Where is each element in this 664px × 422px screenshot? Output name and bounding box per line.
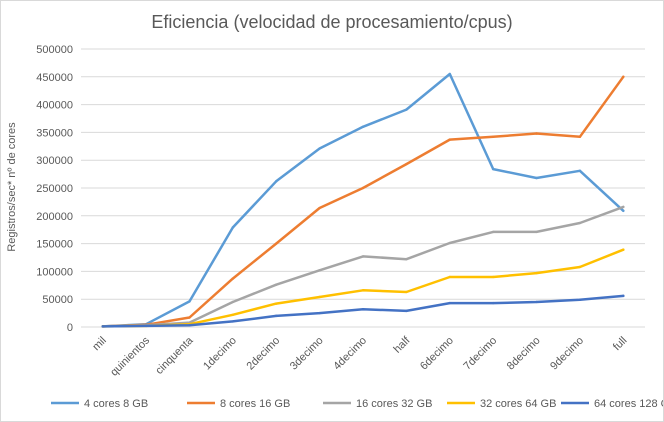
data-point (145, 325, 147, 327)
data-point (449, 276, 451, 278)
data-point (405, 310, 407, 312)
x-tick-label: half (391, 334, 413, 356)
x-tick-label: cinquenta (153, 334, 196, 377)
data-point (535, 272, 537, 274)
data-point (622, 295, 624, 297)
y-tick-label: 50000 (42, 294, 73, 306)
data-point (318, 296, 320, 298)
data-point (405, 163, 407, 165)
data-point (232, 320, 234, 322)
y-tick-label: 200000 (36, 211, 73, 223)
x-tick-label: 8decimo (505, 335, 543, 373)
data-point (622, 210, 624, 212)
data-point (449, 138, 451, 140)
x-axis-ticks: mil quinientos cinquenta 1decimo 2decimo 3dec… (90, 334, 629, 379)
data-point (275, 302, 277, 304)
x-tick-label: full (611, 335, 629, 353)
data-point (275, 180, 277, 182)
x-tick-label: 6decimo (418, 335, 456, 373)
legend-label: 4 cores 8 GB (84, 398, 148, 410)
data-point (275, 242, 277, 244)
data-point (579, 136, 581, 138)
x-tick-label: quinientos (108, 334, 152, 378)
legend-label: 64 cores 128 GB (594, 398, 663, 410)
data-point (449, 73, 451, 75)
x-tick-label: 3decimo (288, 335, 326, 373)
x-tick-label: mil (90, 335, 108, 353)
legend-label: 8 cores 16 GB (220, 398, 290, 410)
legend-label: 16 cores 32 GB (356, 398, 432, 410)
series-line-3 (103, 250, 624, 327)
x-tick-label: 1decimo (201, 335, 239, 373)
data-point (188, 300, 190, 302)
data-point (318, 269, 320, 271)
y-tick-label: 400000 (36, 100, 73, 112)
y-tick-label: 150000 (36, 239, 73, 251)
y-tick-label: 500000 (36, 44, 73, 56)
data-point (622, 76, 624, 78)
y-tick-label: 300000 (36, 155, 73, 167)
data-point (362, 308, 364, 310)
data-point (579, 222, 581, 224)
data-point (449, 302, 451, 304)
series-line-4 (103, 296, 624, 327)
y-axis-ticks: 0 50000 100000 150000 200000 250000 300000 3500… (36, 44, 73, 334)
data-point (232, 277, 234, 279)
data-point (405, 108, 407, 110)
data-point (362, 255, 364, 257)
data-point (188, 324, 190, 326)
data-point (535, 132, 537, 134)
data-point (232, 301, 234, 303)
data-point (232, 226, 234, 228)
data-point (579, 170, 581, 172)
data-point (101, 325, 103, 327)
data-point (622, 206, 624, 208)
data-point (492, 276, 494, 278)
data-point (275, 284, 277, 286)
y-tick-label: 0 (67, 322, 73, 334)
x-tick-label: 9decimo (548, 335, 586, 373)
series-lines (101, 73, 624, 328)
series-line-1 (103, 77, 624, 327)
data-point (579, 299, 581, 301)
data-point (535, 231, 537, 233)
data-point (535, 301, 537, 303)
data-point (188, 316, 190, 318)
data-point (318, 207, 320, 209)
x-tick-label: 2decimo (244, 335, 282, 373)
data-point (232, 314, 234, 316)
series-line-0 (103, 74, 624, 326)
legend: 4 cores 8 GB 8 cores 16 GB 16 cores 32 GB 3… (51, 398, 663, 410)
y-tick-label: 350000 (36, 127, 73, 139)
data-point (275, 315, 277, 317)
data-point (492, 302, 494, 304)
data-point (449, 242, 451, 244)
data-point (362, 126, 364, 128)
data-point (492, 168, 494, 170)
data-point (362, 187, 364, 189)
data-point (362, 289, 364, 291)
data-point (405, 258, 407, 260)
data-point (318, 312, 320, 314)
data-point (535, 177, 537, 179)
data-point (622, 249, 624, 251)
y-tick-label: 450000 (36, 72, 73, 84)
data-point (579, 266, 581, 268)
data-point (492, 136, 494, 138)
chart-title: Eficiencia (velocidad de procesamiento/c… (151, 12, 512, 32)
data-point (405, 291, 407, 293)
x-tick-label: 7decimo (461, 335, 499, 373)
data-point (492, 231, 494, 233)
y-tick-label: 100000 (36, 266, 73, 278)
legend-label: 32 cores 64 GB (480, 398, 556, 410)
y-axis-title: Registros/sec* nº de cores (6, 122, 18, 252)
x-tick-label: 4decimo (331, 335, 369, 373)
y-tick-label: 250000 (36, 183, 73, 195)
data-point (318, 147, 320, 149)
